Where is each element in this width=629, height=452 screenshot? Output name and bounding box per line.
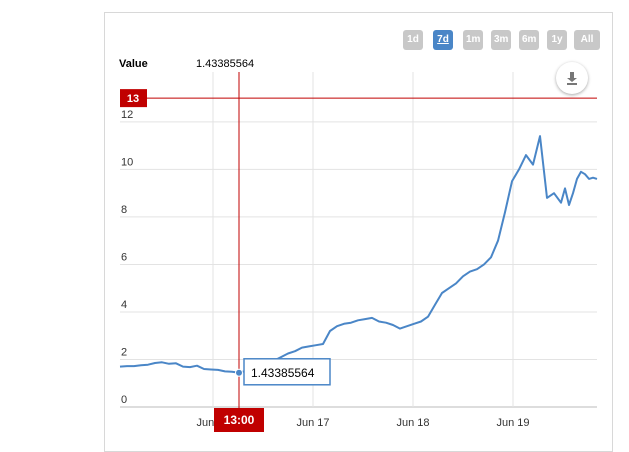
crosshair-group: 13 13:00 1.43385564 — [120, 72, 597, 432]
range-button-1y[interactable]: 1y — [547, 30, 567, 50]
y-tick-label: 0 — [121, 394, 127, 406]
range-button-1m[interactable]: 1m — [463, 30, 484, 50]
download-button[interactable] — [556, 62, 588, 94]
crosshair-y-label: 13 — [127, 93, 139, 105]
chart-panel — [104, 12, 613, 452]
y-axis-labels: 0 2 4 6 8 10 12 — [121, 109, 133, 406]
x-tick-label: Jun 17 — [296, 417, 329, 429]
range-button-7d[interactable]: 7d — [433, 30, 453, 50]
value-label: Value — [119, 58, 148, 70]
y-tick-label: 10 — [121, 156, 133, 168]
range-button-1d[interactable]: 1d — [403, 30, 423, 50]
y-tick-label: 12 — [121, 109, 133, 121]
x-tick-label: Jun 18 — [396, 417, 429, 429]
x-tick-label: Jun 19 — [496, 417, 529, 429]
tooltip-box — [243, 358, 331, 386]
crosshair-x-label: 13:00 — [224, 413, 255, 427]
crosshair-x-label-box — [214, 408, 264, 432]
range-button-6m[interactable]: 6m — [519, 30, 540, 50]
y-tick-label: 6 — [121, 251, 127, 263]
download-icon — [567, 72, 577, 85]
grid-lines — [120, 72, 597, 408]
tooltip-value: 1.43385564 — [251, 366, 315, 380]
y-tick-label: 2 — [121, 346, 127, 358]
y-tick-label: 8 — [121, 204, 127, 216]
value-readout: 1.43385564 — [196, 58, 255, 70]
crosshair-y-label-box — [120, 89, 147, 108]
series-group — [119, 135, 598, 374]
series-line — [119, 135, 598, 374]
hover-point-marker — [235, 368, 243, 377]
range-button-all[interactable]: All — [574, 30, 600, 50]
y-tick-label: 4 — [121, 299, 127, 311]
range-button-3m[interactable]: 3m — [491, 30, 512, 50]
